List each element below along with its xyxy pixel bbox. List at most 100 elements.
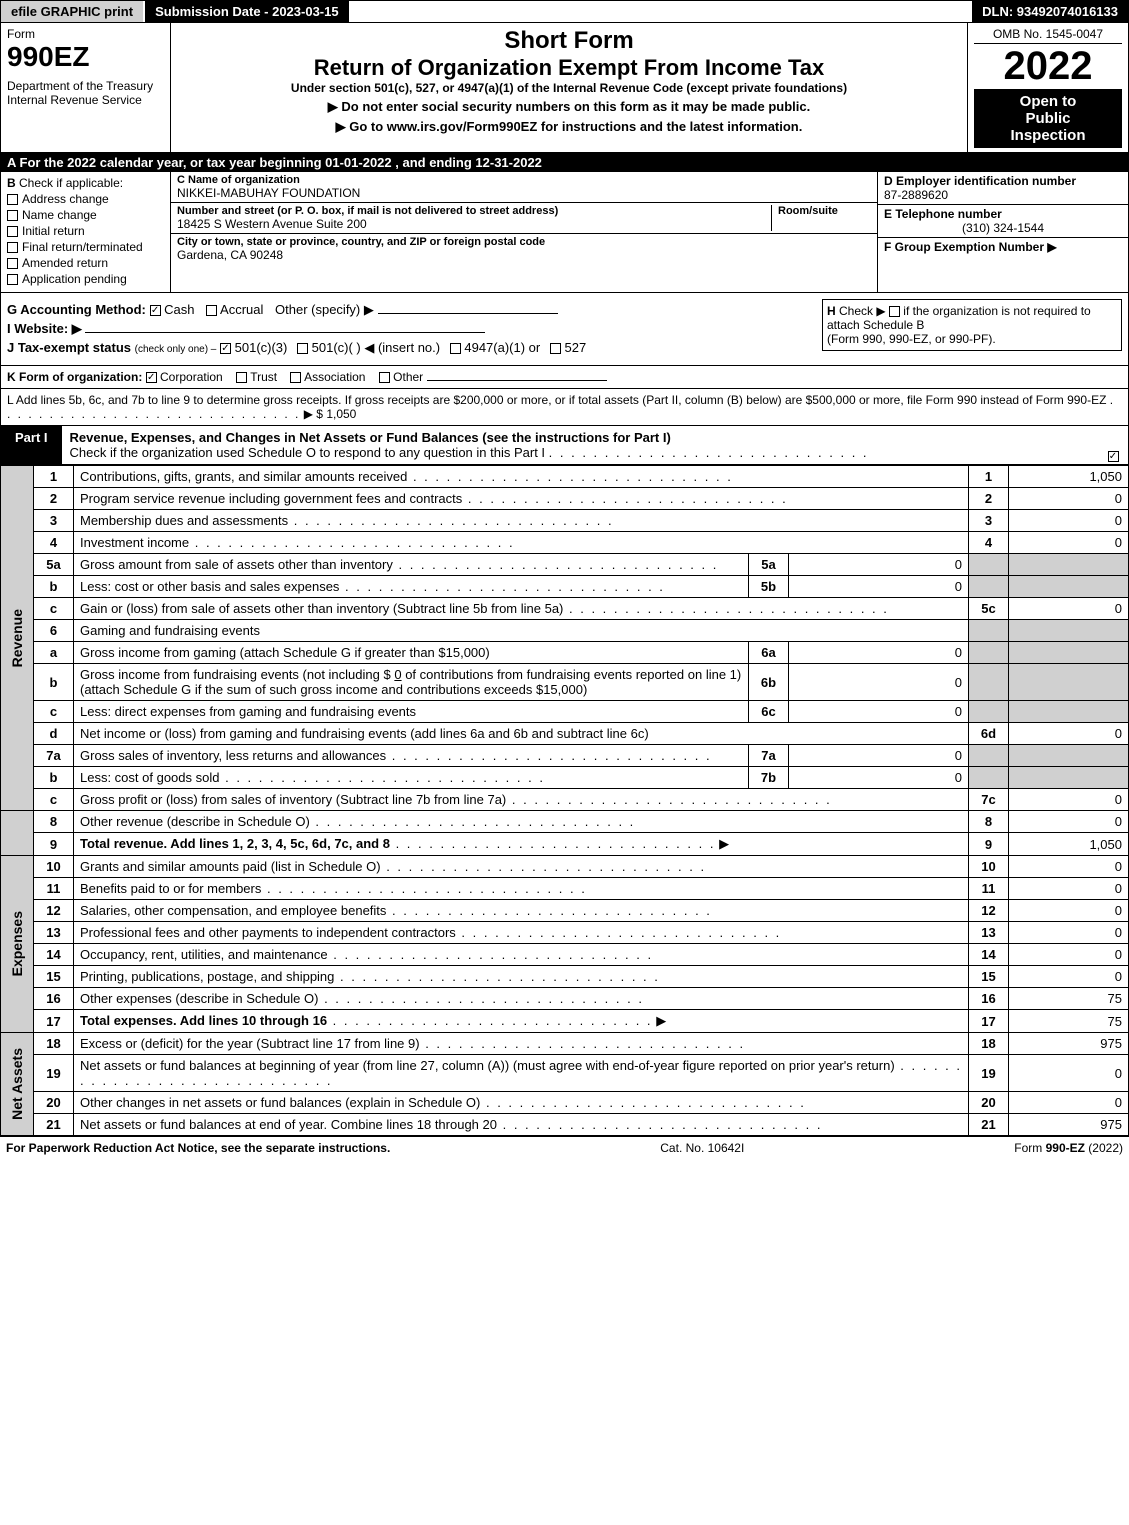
l6c-ref-shade bbox=[969, 701, 1009, 723]
l7b-desc: Less: cost of goods sold bbox=[74, 767, 749, 789]
l12-num: 12 bbox=[34, 900, 74, 922]
l21-num: 21 bbox=[34, 1114, 74, 1136]
l14-desc: Occupancy, rent, utilities, and maintena… bbox=[74, 944, 969, 966]
chk-name-change[interactable] bbox=[7, 210, 18, 221]
website-input[interactable] bbox=[85, 332, 485, 333]
l4-desc: Investment income bbox=[74, 532, 969, 554]
l12-ref: 12 bbox=[969, 900, 1009, 922]
k-association: Association bbox=[304, 370, 365, 384]
l4-num: 4 bbox=[34, 532, 74, 554]
section-h: H Check ▶ if the organization is not req… bbox=[822, 299, 1122, 351]
row-a-period: A For the 2022 calendar year, or tax yea… bbox=[0, 153, 1129, 172]
opt-address-change: Address change bbox=[22, 192, 109, 206]
chk-cash[interactable] bbox=[150, 305, 161, 316]
l5a-val-shade bbox=[1009, 554, 1129, 576]
section-def: D Employer identification number 87-2889… bbox=[878, 172, 1128, 292]
title-return: Return of Organization Exempt From Incom… bbox=[179, 55, 959, 81]
part1-sub: Check if the organization used Schedule … bbox=[70, 445, 546, 460]
l21-ref: 21 bbox=[969, 1114, 1009, 1136]
l-value: 1,050 bbox=[326, 407, 356, 421]
chk-corporation[interactable] bbox=[146, 372, 157, 383]
l7a-ref-shade bbox=[969, 745, 1009, 767]
inspection-badge: Open to Public Inspection bbox=[974, 89, 1122, 148]
l21-val: 975 bbox=[1009, 1114, 1129, 1136]
info-grid: B Check if applicable: Address change Na… bbox=[0, 172, 1129, 293]
l3-val: 0 bbox=[1009, 510, 1129, 532]
l15-desc: Printing, publications, postage, and shi… bbox=[74, 966, 969, 988]
part1-header: Part I Revenue, Expenses, and Changes in… bbox=[0, 426, 1129, 465]
chk-accrual[interactable] bbox=[206, 305, 217, 316]
l7b-val-shade bbox=[1009, 767, 1129, 789]
l6b-subval: 0 bbox=[789, 664, 969, 701]
l6c-desc: Less: direct expenses from gaming and fu… bbox=[74, 701, 749, 723]
f-group-label: F Group Exemption Number ▶ bbox=[884, 240, 1122, 254]
omb-number: OMB No. 1545-0047 bbox=[974, 27, 1122, 44]
l14-num: 14 bbox=[34, 944, 74, 966]
chk-h[interactable] bbox=[889, 306, 900, 317]
l8-ref: 8 bbox=[969, 811, 1009, 833]
l7a-subref: 7a bbox=[749, 745, 789, 767]
l18-desc: Excess or (deficit) for the year (Subtra… bbox=[74, 1033, 969, 1055]
l15-ref: 15 bbox=[969, 966, 1009, 988]
l19-ref: 19 bbox=[969, 1055, 1009, 1092]
chk-initial-return[interactable] bbox=[7, 226, 18, 237]
l6d-num: d bbox=[34, 723, 74, 745]
chk-501c[interactable] bbox=[297, 343, 308, 354]
chk-4947[interactable] bbox=[450, 343, 461, 354]
header-center: Short Form Return of Organization Exempt… bbox=[171, 23, 968, 152]
chk-amended-return[interactable] bbox=[7, 258, 18, 269]
opt-amended-return: Amended return bbox=[22, 256, 108, 270]
l6b-num: b bbox=[34, 664, 74, 701]
b-check-label: Check if applicable: bbox=[19, 176, 123, 190]
c-city-label: City or town, state or province, country… bbox=[177, 236, 871, 248]
chk-527[interactable] bbox=[550, 343, 561, 354]
opt-final-return: Final return/terminated bbox=[22, 240, 143, 254]
l6b-ref-shade bbox=[969, 664, 1009, 701]
org-address: 18425 S Western Avenue Suite 200 bbox=[177, 217, 771, 231]
l6b-subref: 6b bbox=[749, 664, 789, 701]
l7b-subref: 7b bbox=[749, 767, 789, 789]
h-text3: (Form 990, 990-EZ, or 990-PF). bbox=[827, 332, 1117, 346]
l11-val: 0 bbox=[1009, 878, 1129, 900]
part1-table: Revenue 1 Contributions, gifts, grants, … bbox=[0, 465, 1129, 1136]
inspection-line3: Inspection bbox=[978, 127, 1118, 144]
footer-mid: Cat. No. 10642I bbox=[660, 1141, 744, 1155]
opt-initial-return: Initial return bbox=[22, 224, 85, 238]
chk-501c3[interactable] bbox=[220, 343, 231, 354]
k-other: Other bbox=[393, 370, 423, 384]
chk-association[interactable] bbox=[290, 372, 301, 383]
l17-desc: Total expenses. Add lines 10 through 16 … bbox=[74, 1010, 969, 1033]
l5c-desc: Gain or (loss) from sale of assets other… bbox=[74, 598, 969, 620]
chk-part1-scho[interactable] bbox=[1108, 451, 1119, 462]
k-other-input[interactable] bbox=[427, 380, 607, 381]
footer-left: For Paperwork Reduction Act Notice, see … bbox=[6, 1141, 390, 1155]
l2-val: 0 bbox=[1009, 488, 1129, 510]
tel-value: (310) 324-1544 bbox=[884, 221, 1122, 235]
chk-final-return[interactable] bbox=[7, 242, 18, 253]
chk-address-change[interactable] bbox=[7, 194, 18, 205]
chk-other[interactable] bbox=[379, 372, 390, 383]
l10-num: 10 bbox=[34, 856, 74, 878]
l1-val: 1,050 bbox=[1009, 466, 1129, 488]
c-addr-label: Number and street (or P. O. box, if mail… bbox=[177, 205, 771, 217]
l4-val: 0 bbox=[1009, 532, 1129, 554]
l6a-subval: 0 bbox=[789, 642, 969, 664]
l21-desc: Net assets or fund balances at end of ye… bbox=[74, 1114, 969, 1136]
h-label: H bbox=[827, 304, 836, 318]
header-left: Form 990EZ Department of the Treasury In… bbox=[1, 23, 171, 152]
submission-date-button[interactable]: Submission Date - 2023-03-15 bbox=[145, 1, 351, 22]
l6c-num: c bbox=[34, 701, 74, 723]
j-label: J Tax-exempt status bbox=[7, 340, 131, 355]
l14-ref: 14 bbox=[969, 944, 1009, 966]
l6c-val-shade bbox=[1009, 701, 1129, 723]
l6c-subval: 0 bbox=[789, 701, 969, 723]
l2-ref: 2 bbox=[969, 488, 1009, 510]
l7a-num: 7a bbox=[34, 745, 74, 767]
l20-desc: Other changes in net assets or fund bala… bbox=[74, 1092, 969, 1114]
chk-trust[interactable] bbox=[236, 372, 247, 383]
chk-application-pending[interactable] bbox=[7, 274, 18, 285]
g-other-input[interactable] bbox=[378, 313, 558, 314]
efile-print-button[interactable]: efile GRAPHIC print bbox=[1, 1, 145, 22]
l13-ref: 13 bbox=[969, 922, 1009, 944]
j-4947: 4947(a)(1) or bbox=[464, 340, 540, 355]
